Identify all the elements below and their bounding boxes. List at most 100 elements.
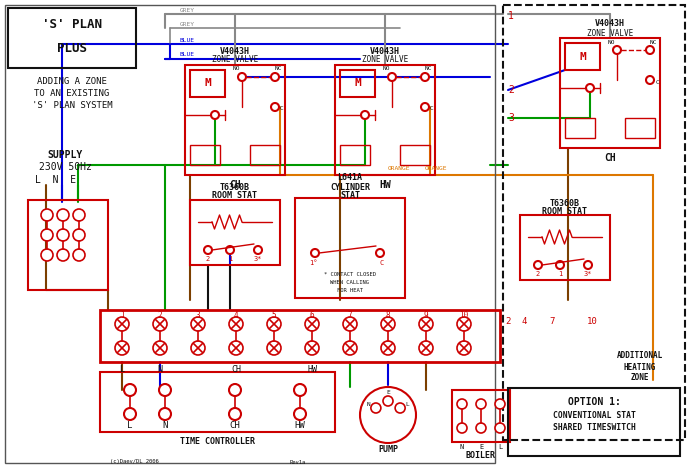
- Circle shape: [41, 229, 53, 241]
- Text: 2: 2: [158, 312, 162, 321]
- Text: V4043H: V4043H: [370, 46, 400, 56]
- Text: * CONTACT CLOSED: * CONTACT CLOSED: [324, 271, 376, 277]
- Text: FOR HEAT: FOR HEAT: [337, 287, 363, 292]
- Bar: [8, 8, 136, 68]
- Circle shape: [229, 408, 241, 420]
- Text: L: L: [405, 402, 409, 407]
- Bar: [100, 310, 500, 362]
- Circle shape: [457, 341, 471, 355]
- Bar: [295, 198, 405, 298]
- Circle shape: [271, 73, 279, 81]
- Text: 'S' PLAN: 'S' PLAN: [42, 19, 102, 31]
- Text: 9: 9: [424, 312, 428, 321]
- Text: ZONE VALVE: ZONE VALVE: [212, 56, 258, 65]
- Text: 3*: 3*: [254, 256, 262, 262]
- Text: TIME CONTROLLER: TIME CONTROLLER: [180, 438, 255, 446]
- Text: HW: HW: [307, 366, 317, 374]
- Circle shape: [419, 341, 433, 355]
- Text: 1: 1: [119, 312, 124, 321]
- Text: ZONE VALVE: ZONE VALVE: [362, 56, 408, 65]
- Text: BLUE: BLUE: [180, 52, 195, 58]
- Text: HEATING: HEATING: [624, 363, 656, 372]
- Bar: [565, 118, 595, 138]
- Text: T6360B: T6360B: [220, 183, 250, 192]
- Circle shape: [495, 423, 505, 433]
- Bar: [250, 145, 280, 165]
- Text: 1: 1: [558, 271, 562, 277]
- Text: L  N  E: L N E: [35, 175, 77, 185]
- Circle shape: [115, 341, 129, 355]
- Text: C: C: [655, 80, 659, 85]
- Text: L: L: [119, 366, 124, 374]
- Circle shape: [584, 261, 592, 269]
- Circle shape: [191, 341, 205, 355]
- Text: 10: 10: [586, 317, 598, 327]
- Circle shape: [229, 341, 243, 355]
- Text: SHARED TIMESWITCH: SHARED TIMESWITCH: [553, 424, 635, 432]
- Bar: [185, 65, 285, 175]
- Bar: [503, 5, 685, 440]
- Bar: [340, 70, 375, 97]
- Text: HW: HW: [379, 180, 391, 190]
- Text: HW: HW: [295, 422, 306, 431]
- Text: 230V 50Hz: 230V 50Hz: [39, 162, 92, 172]
- Circle shape: [361, 111, 369, 119]
- Text: NC: NC: [274, 66, 282, 72]
- Text: ORANGE: ORANGE: [425, 166, 448, 170]
- Circle shape: [613, 46, 621, 54]
- Text: PUMP: PUMP: [378, 446, 398, 454]
- Circle shape: [294, 384, 306, 396]
- Circle shape: [226, 246, 234, 254]
- Bar: [5, 5, 495, 463]
- Bar: [28, 200, 108, 290]
- Text: 5: 5: [272, 312, 276, 321]
- Text: 4: 4: [522, 317, 526, 327]
- Text: Rev1a: Rev1a: [290, 460, 306, 465]
- Circle shape: [371, 403, 381, 413]
- Text: BOILER: BOILER: [466, 451, 496, 460]
- Circle shape: [153, 341, 167, 355]
- Text: 1°: 1°: [308, 260, 317, 266]
- Circle shape: [457, 399, 467, 409]
- Bar: [340, 145, 370, 165]
- Text: 1: 1: [228, 256, 232, 262]
- Circle shape: [419, 317, 433, 331]
- Bar: [508, 388, 680, 456]
- Circle shape: [646, 46, 654, 54]
- Text: 4: 4: [234, 312, 238, 321]
- Text: N: N: [460, 444, 464, 450]
- Text: BLUE: BLUE: [180, 37, 195, 43]
- Text: GREY: GREY: [180, 7, 195, 13]
- Circle shape: [73, 209, 85, 221]
- Circle shape: [381, 341, 395, 355]
- Text: PLUS: PLUS: [57, 42, 87, 54]
- Bar: [190, 70, 225, 97]
- Text: ADDITIONAL: ADDITIONAL: [617, 351, 663, 360]
- Circle shape: [238, 73, 246, 81]
- Text: NC: NC: [649, 39, 657, 44]
- Circle shape: [57, 229, 69, 241]
- Text: C: C: [280, 107, 284, 111]
- Circle shape: [388, 73, 396, 81]
- Circle shape: [115, 317, 129, 331]
- Bar: [190, 200, 280, 265]
- Circle shape: [267, 317, 281, 331]
- Circle shape: [41, 209, 53, 221]
- Circle shape: [211, 111, 219, 119]
- Circle shape: [534, 261, 542, 269]
- Text: 3: 3: [508, 113, 514, 123]
- Text: NO: NO: [607, 39, 615, 44]
- Circle shape: [495, 399, 505, 409]
- Bar: [625, 118, 655, 138]
- Text: TO AN EXISTING: TO AN EXISTING: [34, 89, 110, 98]
- Circle shape: [57, 209, 69, 221]
- Circle shape: [586, 84, 594, 92]
- Bar: [520, 215, 610, 280]
- Text: CONVENTIONAL STAT: CONVENTIONAL STAT: [553, 411, 635, 421]
- Bar: [452, 390, 510, 442]
- Text: STAT: STAT: [340, 190, 360, 199]
- Text: ROOM STAT: ROOM STAT: [542, 206, 587, 215]
- Text: 10: 10: [460, 312, 469, 321]
- Text: T6360B: T6360B: [550, 198, 580, 207]
- Circle shape: [421, 73, 429, 81]
